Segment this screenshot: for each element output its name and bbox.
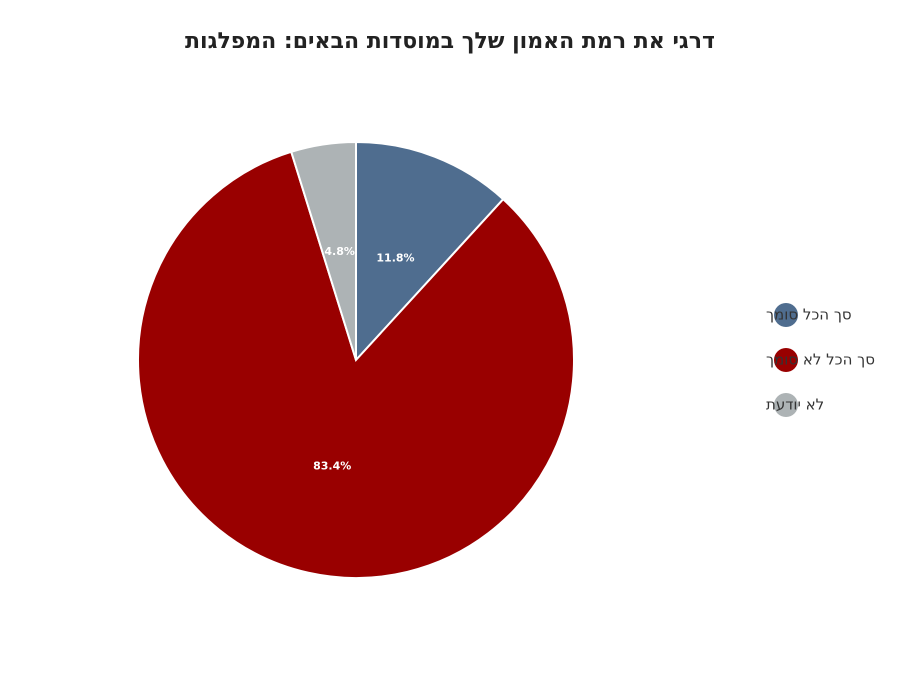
legend-label: סך הכל לא סומך xyxy=(766,351,875,369)
legend-marker xyxy=(774,303,798,327)
pie-slice xyxy=(137,150,575,579)
chart-title: דרגי את רמת האמון שלך במוסדות הבאים: המפ… xyxy=(185,29,715,54)
value-label: 4.8% xyxy=(324,245,355,258)
pie-slice xyxy=(355,140,505,363)
legend-label: סך הכל סומך xyxy=(766,306,852,324)
legend-label: לא יודעת xyxy=(766,396,824,414)
pie-slice xyxy=(289,140,357,361)
legend-marker xyxy=(774,348,798,372)
value-label: 11.8% xyxy=(376,251,414,264)
value-label: 83.4% xyxy=(313,459,351,472)
legend-marker xyxy=(774,393,798,417)
